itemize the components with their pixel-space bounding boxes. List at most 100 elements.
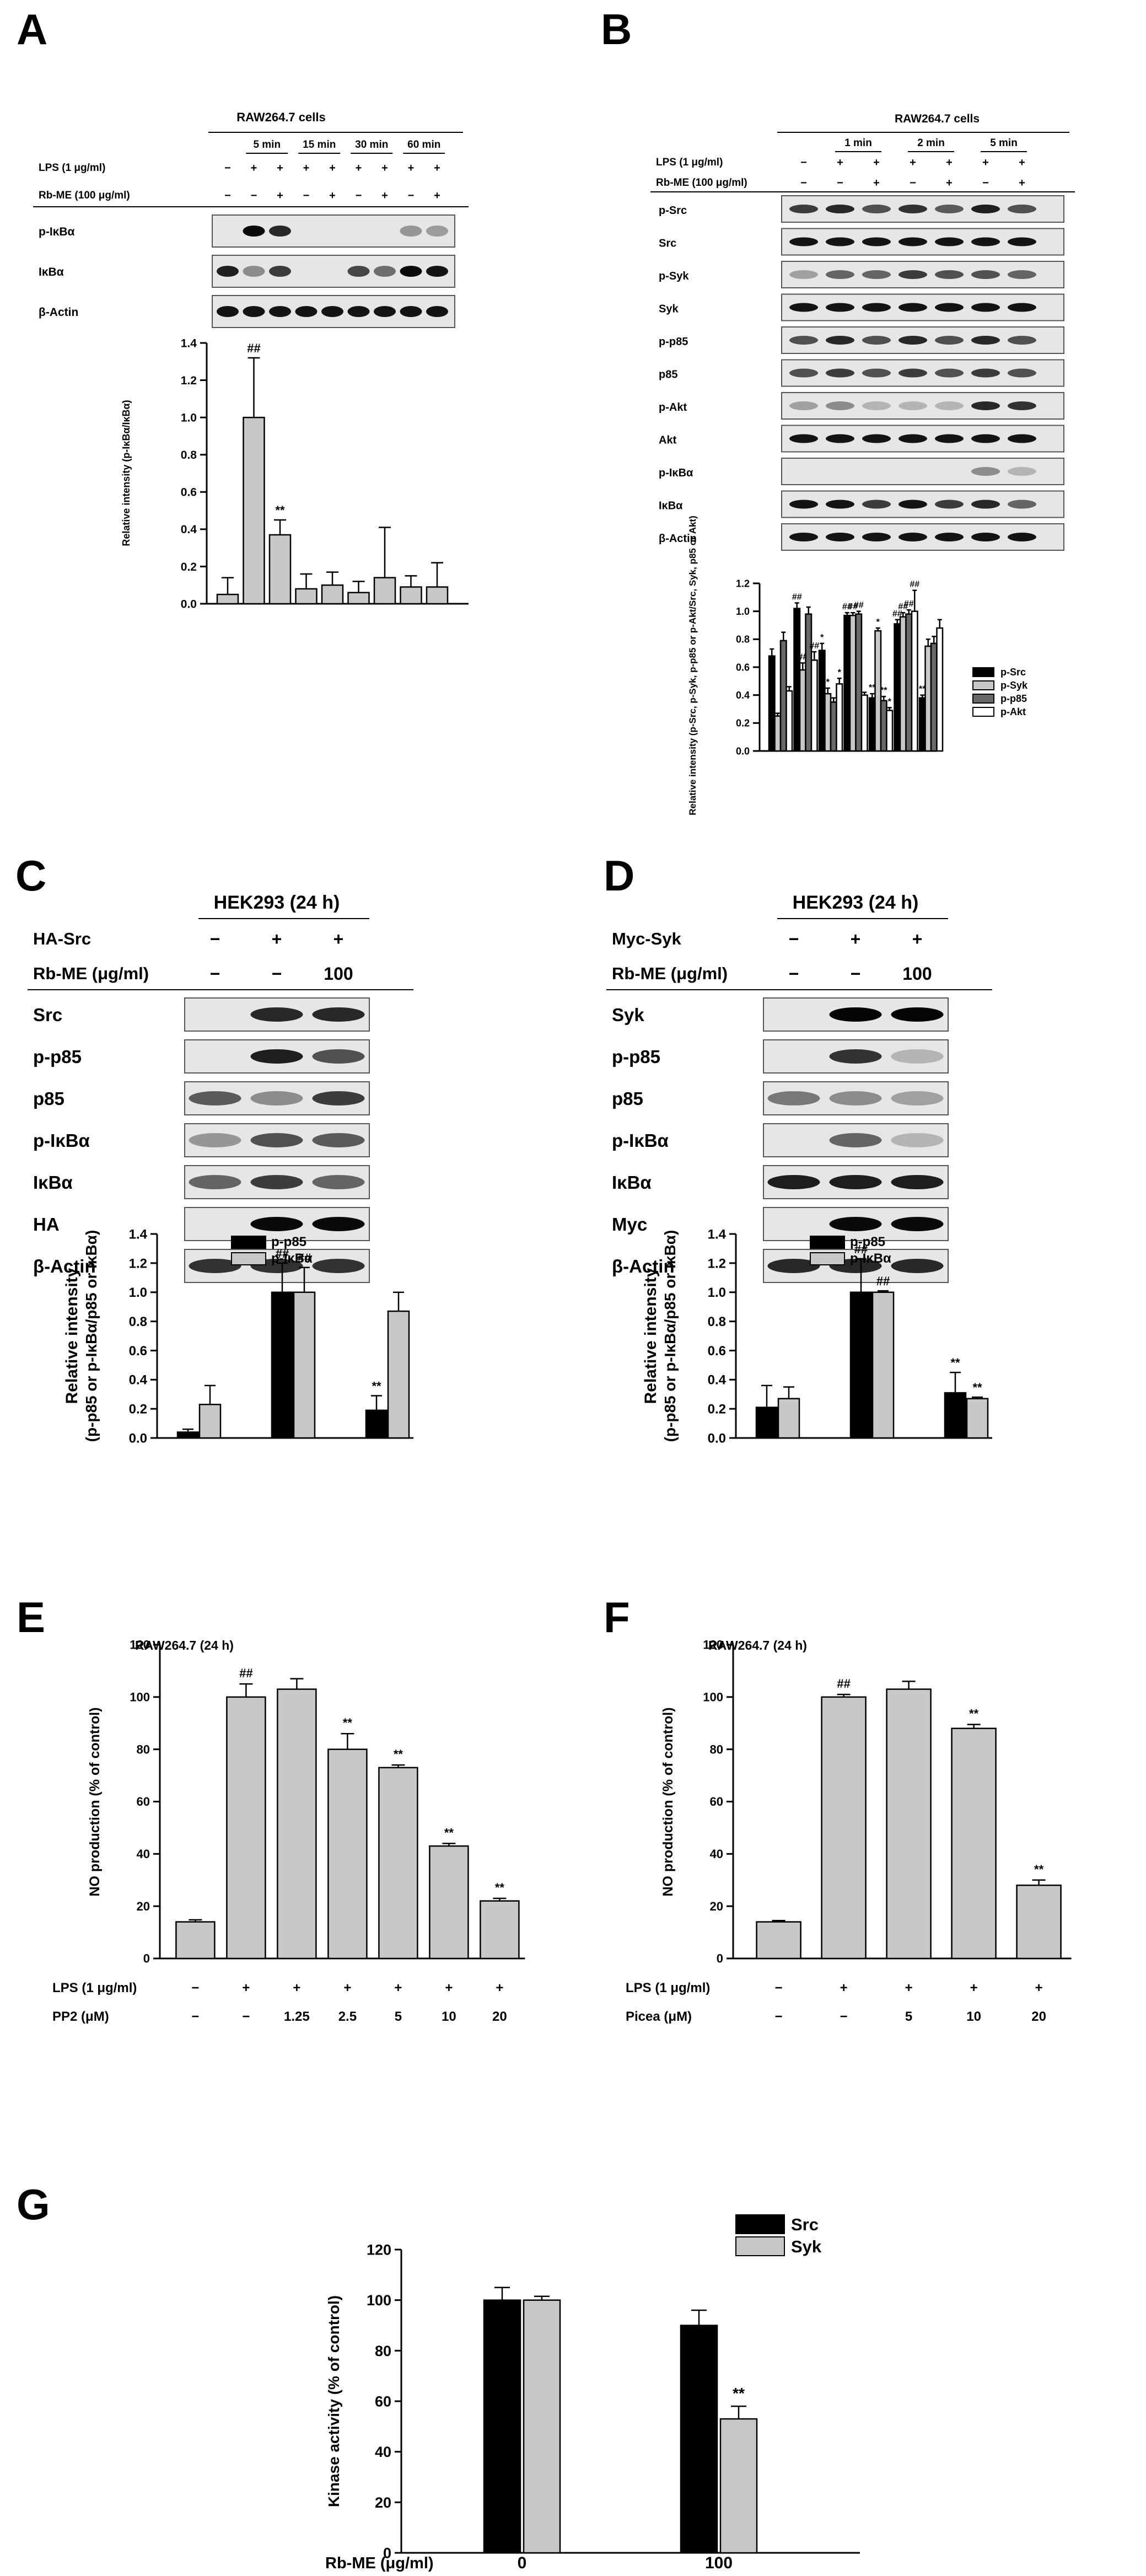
- panel-a-y-tick-label: 0.2: [181, 561, 197, 573]
- panel-a-rbme-sign: −: [356, 190, 362, 202]
- panel-a-rbme-sign: −: [224, 190, 231, 202]
- panel-e-y-tick-label: 20: [137, 1899, 150, 1913]
- panel-e-dose-label: PP2 (μM): [52, 2009, 109, 2024]
- panel-c-blot-band: [189, 1175, 241, 1189]
- panel-g-y-tick-label: 120: [367, 2241, 391, 2258]
- panel-c-blot-label: p-p85: [33, 1046, 82, 1067]
- panel-b-blot-label: p-Syk: [659, 270, 689, 282]
- panel-b-blot-label: Syk: [659, 303, 679, 315]
- panel-g-significance: **: [733, 2385, 745, 2402]
- panel-b-rbme-sign: +: [946, 177, 953, 189]
- panel-c-y-tick-label: 0.0: [129, 1431, 147, 1446]
- panel-b-blot-label: p-Akt: [659, 401, 687, 414]
- panel-b-lps-sign: +: [873, 157, 880, 169]
- panel-d-y-tick-label: 0.6: [708, 1344, 726, 1359]
- panel-c-significance: ##: [276, 1247, 289, 1260]
- panel-c-blot-band: [250, 1007, 303, 1022]
- panel-b-blot-band: [862, 270, 891, 279]
- panel-b-bar-p-akt: [936, 627, 944, 752]
- panel-e-dose-value: −: [242, 2009, 250, 2024]
- panel-c-row2-value: 100: [324, 964, 353, 984]
- panel-a-blot-band: [217, 266, 239, 277]
- panel-b-bar-p-src: [918, 697, 926, 752]
- panel-e-bar: [226, 1696, 266, 1960]
- panel-c-y-axis-label-sub: (p-p85 or p-IκBα/p85 or IκBα): [83, 1230, 100, 1442]
- panel-a-blot-band: [347, 306, 370, 317]
- panel-e-bar: [175, 1921, 216, 1960]
- panel-c-bar-p-p85: [365, 1409, 388, 1439]
- panel-d-blot-band: [891, 1007, 944, 1022]
- panel-c-bar-p-p85: [176, 1431, 200, 1439]
- panel-a-bar: [295, 588, 318, 605]
- panel-d-cell-line: HEK293 (24 h): [793, 892, 919, 913]
- panel-b-lps-sign: +: [910, 157, 916, 169]
- panel-a-lps-sign: +: [303, 162, 310, 174]
- panel-a-rbme-sign: +: [381, 190, 388, 202]
- panel-c-legend-swatch: [231, 1236, 266, 1249]
- panel-a-blot-band: [321, 306, 343, 317]
- panel-g-y-tick-label: 20: [375, 2494, 391, 2511]
- panel-c-row1-value: +: [333, 929, 344, 949]
- panel-f-bar: [951, 1727, 997, 1960]
- panel-d-blot-band: [829, 1217, 882, 1231]
- panel-b-bar-p-src: [843, 615, 851, 752]
- panel-e-y-tick-label: 0: [143, 1952, 150, 1966]
- panel-e-dose-value: 1.25: [284, 2009, 310, 2024]
- panel-c-blot-band: [312, 1091, 365, 1105]
- panel-a-blot-label: p-IκBα: [39, 226, 75, 238]
- panel-b-significance: **: [880, 686, 887, 695]
- panel-d-y-axis-label-sub: (p-p85 or p-IκBα/p85 or IκBα): [661, 1230, 679, 1442]
- panel-d-legend-label: p-p85: [850, 1235, 885, 1249]
- panel-e-lps-sign: +: [242, 1981, 250, 1995]
- panel-f-y-tick-label: 60: [710, 1795, 723, 1808]
- panel-c-row1-value: +: [272, 929, 282, 949]
- panel-b-blot-band: [971, 368, 1000, 378]
- panel-a-lps-sign: +: [329, 162, 336, 174]
- panel-d-row2-label: Rb-ME (μg/ml): [612, 964, 728, 983]
- panel-f-y-tick-label: 20: [710, 1899, 723, 1913]
- panel-f-significance: **: [1034, 1863, 1044, 1876]
- panel-c-blot-band: [312, 1175, 365, 1189]
- panel-c-blot-band: [312, 1259, 365, 1273]
- panel-c-y-tick-label: 0.2: [129, 1402, 147, 1417]
- panel-c-y-tick-label: 0.4: [129, 1373, 148, 1388]
- panel-b-blot-band: [935, 336, 964, 345]
- panel-b-blot-band: [826, 500, 854, 509]
- panel-b-significance: ##: [910, 580, 919, 589]
- panel-label-a: A: [17, 5, 47, 53]
- panel-d-legend-swatch: [810, 1252, 845, 1265]
- panel-d-row1-label: Myc-Syk: [612, 929, 682, 948]
- panel-b-significance: *: [826, 678, 830, 687]
- panel-g-legend-label: Src: [791, 2215, 819, 2234]
- panel-a-blot-band: [269, 226, 291, 237]
- panel-d-y-tick-label: 0.8: [708, 1314, 726, 1329]
- panel-b-bar-p-syk: [899, 616, 907, 752]
- panel-d-blot-label: IκBα: [612, 1172, 652, 1193]
- panel-b-bar-p-akt: [785, 690, 793, 752]
- panel-b-blot-label: IκBα: [659, 500, 683, 512]
- panel-c-y-tick-label: 1.2: [129, 1256, 147, 1271]
- panel-e-bar: [277, 1688, 317, 1960]
- panel-f-dose-value: −: [840, 2009, 848, 2024]
- panel-c-blot-band: [312, 1007, 365, 1022]
- panel-e-lps-label: LPS (1 μg/ml): [52, 1981, 137, 1995]
- panel-a-blot-band: [243, 266, 265, 277]
- panel-b-rbme-sign: +: [873, 177, 880, 189]
- panel-d-blot-band: [767, 1259, 820, 1273]
- panel-c-blot-label: HA: [33, 1214, 60, 1235]
- panel-b-rbme-label: Rb-ME (100 μg/ml): [656, 177, 747, 189]
- panel-b-bar-p-syk: [824, 693, 832, 752]
- panel-e-lps-sign: +: [343, 1981, 351, 1995]
- panel-d-blot-label: Myc: [612, 1214, 647, 1235]
- panel-c-row2-value: −: [272, 964, 282, 984]
- panel-a-blot-band: [374, 306, 396, 317]
- panel-b-significance: ##: [898, 602, 908, 611]
- panel-b-time-label: 1 min: [844, 137, 872, 149]
- panel-b-bar-p-p85: [830, 701, 837, 752]
- panel-a-lps-sign: −: [224, 162, 231, 174]
- panel-a-lps-sign: +: [356, 162, 362, 174]
- panel-f-y-axis-label: NO production (% of control): [660, 1707, 676, 1896]
- panel-d-blot-label: β-Actin: [612, 1256, 675, 1276]
- panel-d-blot-band: [891, 1175, 944, 1189]
- panel-b-bar-p-src: [868, 697, 876, 752]
